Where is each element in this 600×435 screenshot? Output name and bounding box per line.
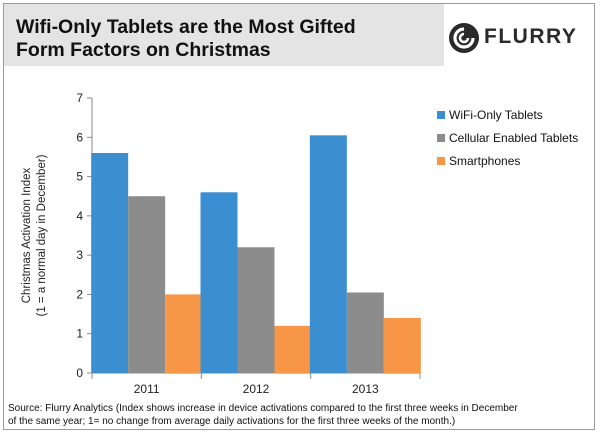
y-tick-label: 0 — [76, 366, 83, 380]
legend-swatch — [437, 134, 445, 142]
y-tick-label: 6 — [76, 130, 83, 144]
legend-item: Smartphones — [437, 154, 597, 177]
source-note-line-2: of the same year; 1= no change from aver… — [8, 416, 456, 427]
chart-legend: WiFi-Only Tablets Cellular Enabled Tablet… — [437, 108, 597, 177]
flurry-logo: FLURRY — [448, 18, 598, 58]
title-banner: Wifi-Only Tablets are the Most Gifted Fo… — [4, 4, 444, 66]
chart-title: Wifi-Only Tablets are the Most Gifted Fo… — [16, 16, 436, 62]
legend-label: Smartphones — [449, 154, 521, 168]
y-tick-label: 7 — [76, 91, 83, 105]
chart-title-line-1: Wifi-Only Tablets are the Most Gifted — [16, 16, 356, 38]
legend-swatch — [437, 157, 445, 165]
bar — [91, 153, 129, 373]
x-tick-label: 2013 — [352, 382, 379, 396]
flurry-logo-icon — [449, 23, 479, 53]
chart-title-line-2: Form Factors on Christmas — [16, 39, 271, 61]
flurry-logo-text: FLURRY — [484, 25, 578, 48]
y-axis-subtitle: (1 = a normal day in December) — [36, 154, 48, 316]
bar — [237, 247, 275, 373]
x-tick-label: 2012 — [243, 382, 270, 396]
y-tick-label: 4 — [76, 209, 83, 223]
bar — [200, 192, 238, 373]
legend-item: Cellular Enabled Tablets — [437, 131, 597, 154]
bar — [309, 135, 347, 373]
x-tick-label: 2011 — [134, 382, 160, 396]
bar — [165, 294, 203, 373]
bar — [383, 318, 421, 373]
bar — [274, 325, 312, 373]
source-note-line-1: Source: Flurry Analytics (Index shows in… — [8, 403, 518, 414]
y-tick-label: 1 — [76, 327, 83, 341]
bar — [128, 196, 166, 373]
legend-label: WiFi-Only Tablets — [449, 108, 543, 122]
legend-label: Cellular Enabled Tablets — [449, 131, 579, 145]
legend-swatch — [437, 111, 445, 119]
chart-labels: 0 1 2 3 4 5 6 7 2011 2012 2013 Christmas Activation… — [21, 91, 379, 396]
source-note: Source: Flurry Analytics (Index shows in… — [8, 402, 592, 428]
y-tick-label: 5 — [76, 170, 83, 184]
legend-item: WiFi-Only Tablets — [437, 108, 597, 131]
y-tick-label: 2 — [76, 287, 83, 301]
y-tick-label: 3 — [76, 248, 83, 262]
y-axis-title: Christmas Activation Index — [21, 168, 33, 304]
chart-bars — [91, 135, 421, 373]
bar — [346, 292, 384, 373]
